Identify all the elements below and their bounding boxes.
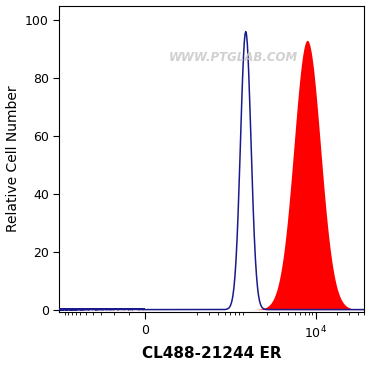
- Y-axis label: Relative Cell Number: Relative Cell Number: [6, 86, 20, 232]
- Text: WWW.PTGLAB.COM: WWW.PTGLAB.COM: [169, 51, 298, 64]
- X-axis label: CL488-21244 ER: CL488-21244 ER: [142, 346, 282, 361]
